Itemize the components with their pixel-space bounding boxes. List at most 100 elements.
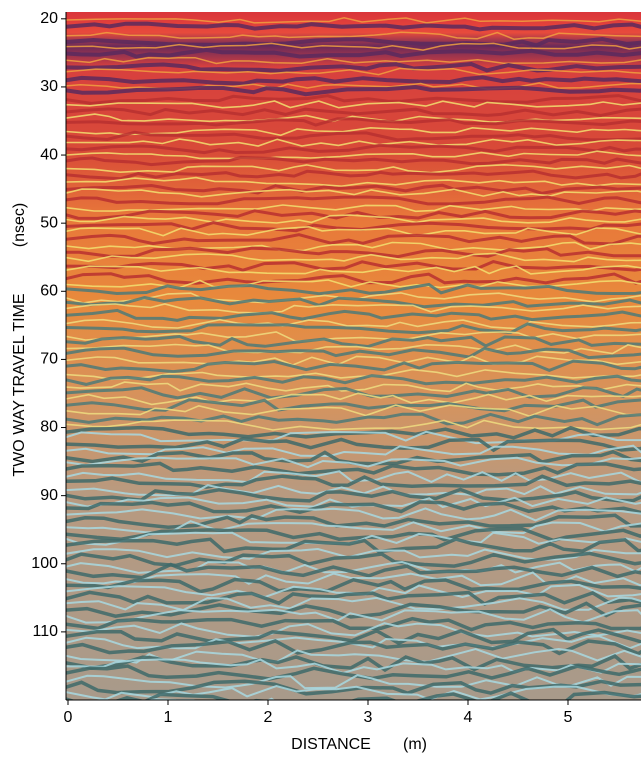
texture-line xyxy=(66,412,641,427)
texture-line xyxy=(66,654,641,673)
texture-line xyxy=(66,322,641,335)
texture-line xyxy=(66,195,641,206)
y-tick-label: 30 xyxy=(40,78,58,95)
y-axis-label: TWO WAY TRAVEL TIME xyxy=(11,293,28,476)
texture-line xyxy=(66,690,641,700)
texture-line xyxy=(66,374,641,386)
texture-line xyxy=(66,346,641,360)
texture-line xyxy=(66,94,641,105)
texture-line xyxy=(66,355,641,366)
y-tick-label: 40 xyxy=(40,146,58,163)
texture-line xyxy=(66,507,641,522)
texture-line xyxy=(146,697,594,700)
texture-line xyxy=(66,246,641,259)
texture-line xyxy=(66,155,641,167)
texture-line xyxy=(66,368,641,381)
texture-line xyxy=(66,36,641,48)
texture-line xyxy=(66,547,641,561)
texture-line xyxy=(66,176,641,188)
y-tick-label: 110 xyxy=(32,623,58,640)
texture-line xyxy=(66,562,641,580)
texture-line xyxy=(66,113,641,123)
texture-line xyxy=(66,658,641,675)
y-tick-label: 80 xyxy=(40,419,58,436)
texture-line xyxy=(66,117,641,127)
texture-line xyxy=(66,537,641,554)
texture-line xyxy=(66,282,641,296)
texture-line xyxy=(66,260,641,272)
axes: 20 30 40 50 60 70 80 90 100 110 0 1 2 3 4 5 xyxy=(31,10,641,726)
texture-line xyxy=(66,42,641,51)
texture-line xyxy=(66,513,641,530)
texture-line xyxy=(66,334,641,349)
texture-line xyxy=(66,622,641,638)
texture-line xyxy=(66,47,641,59)
texture-line xyxy=(66,17,641,24)
y-tick-label: 100 xyxy=(31,555,58,572)
texture-line xyxy=(66,214,641,224)
texture-line xyxy=(66,183,641,195)
texture-line xyxy=(66,608,641,624)
texture-line xyxy=(66,444,641,458)
texture-line xyxy=(66,359,641,374)
texture-line xyxy=(66,126,641,137)
x-tick-label: 5 xyxy=(564,709,573,726)
y-axis-unit: (nsec) xyxy=(11,203,28,247)
texture-line xyxy=(66,264,641,275)
x-tick-label: 2 xyxy=(264,709,273,726)
texture-line xyxy=(66,627,641,646)
texture-line xyxy=(66,84,641,97)
texture-line xyxy=(66,296,641,309)
texture-line xyxy=(66,209,641,220)
y-tick-label: 60 xyxy=(40,283,58,300)
texture-line xyxy=(66,601,641,619)
y-tick-label: 20 xyxy=(40,10,58,27)
texture-line xyxy=(66,456,641,469)
x-axis-unit: (m) xyxy=(403,736,427,753)
radargram xyxy=(66,12,641,727)
texture-line xyxy=(66,188,641,198)
texture-line xyxy=(66,163,641,174)
texture-line xyxy=(66,67,641,76)
x-axis-label: DISTANCE xyxy=(291,736,371,753)
texture-line xyxy=(66,130,641,142)
texture-line xyxy=(66,404,641,417)
texture-line xyxy=(66,474,641,489)
texture-line xyxy=(66,221,641,233)
texture-line xyxy=(66,107,641,118)
texture-line xyxy=(66,392,641,406)
texture-line xyxy=(66,707,641,720)
texture-line xyxy=(66,343,641,355)
texture-line xyxy=(66,225,641,237)
texture-line xyxy=(66,303,641,314)
texture-line xyxy=(66,551,641,568)
texture-line xyxy=(66,713,641,727)
y-tick-label: 70 xyxy=(40,351,58,368)
y-tick-label: 50 xyxy=(40,214,58,231)
texture-line xyxy=(66,138,641,147)
texture-line xyxy=(66,318,641,330)
texture-line xyxy=(66,169,641,181)
radargram-texture xyxy=(66,17,641,727)
texture-line xyxy=(66,596,641,612)
texture-line xyxy=(66,616,641,632)
texture-line xyxy=(66,635,641,650)
y-tick-label: 90 xyxy=(40,487,58,504)
texture-line xyxy=(66,75,641,86)
texture-line xyxy=(66,252,641,263)
texture-line xyxy=(66,143,641,155)
texture-line xyxy=(66,577,641,594)
texture-line xyxy=(66,331,641,343)
texture-line xyxy=(66,31,641,40)
texture-line xyxy=(66,21,641,32)
texture-line xyxy=(66,308,641,322)
texture-line xyxy=(66,487,641,503)
texture-line xyxy=(66,461,641,477)
texture-line xyxy=(66,590,641,607)
x-tick-label: 1 xyxy=(164,709,173,726)
texture-line xyxy=(66,233,641,246)
x-tick-label: 4 xyxy=(464,709,473,726)
texture-line xyxy=(66,100,641,109)
texture-line xyxy=(66,279,641,289)
